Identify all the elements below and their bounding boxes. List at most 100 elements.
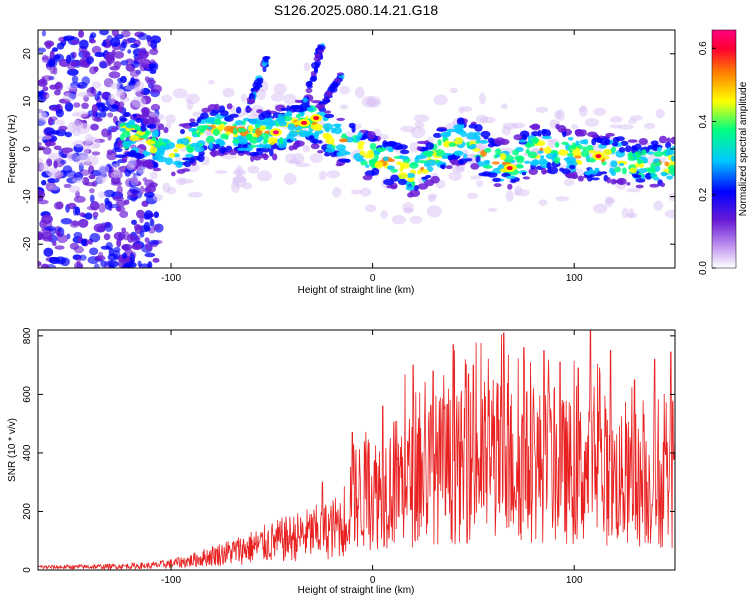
heatmap-cell: [456, 117, 465, 126]
heatmap-cell: [510, 122, 526, 129]
heatmap-cell: [121, 263, 132, 268]
heatmap-cell: [78, 39, 89, 50]
heatmap-cell: [605, 134, 610, 139]
heatmap-cell: [70, 61, 79, 67]
colorbar-tick-label: 0.4: [698, 114, 709, 128]
heatmap-cell: [424, 179, 435, 187]
heatmap-cell: [253, 79, 262, 86]
heatmap-cell: [501, 125, 512, 136]
heatmap-cell: [434, 149, 445, 157]
heatmap-cell: [330, 127, 336, 134]
heatmap-cell: [619, 162, 625, 166]
heatmap-cell: [78, 30, 85, 38]
heatmap-cell: [322, 123, 333, 131]
heatmap-cell: [105, 54, 115, 65]
heatmap-cell: [656, 146, 663, 152]
heatmap-cell: [153, 211, 160, 219]
heatmap-cell: [99, 110, 107, 118]
heatmap-cell: [41, 30, 47, 37]
heatmap-cell: [359, 150, 366, 156]
heatmap-cell: [188, 121, 199, 127]
heatmap-cell: [458, 106, 465, 114]
heatmap-cell: [66, 54, 72, 64]
heatmap-cell: [115, 154, 127, 159]
heatmap-cell: [514, 189, 530, 197]
heatmap-cell: [487, 207, 498, 212]
heatmap-cell: [593, 203, 608, 214]
heatmap-cell: [628, 118, 637, 124]
heatmap-cell: [448, 171, 462, 181]
heatmap-cell: [400, 149, 410, 155]
heatmap-cell: [618, 146, 626, 153]
heatmap-cell: [42, 86, 49, 92]
heatmap-cell: [313, 66, 318, 73]
heatmap-cell: [190, 142, 201, 148]
heatmap-peak: [506, 166, 513, 171]
heatmap-cell: [213, 139, 225, 144]
heatmap-cell: [541, 135, 552, 140]
heatmap-cell: [357, 131, 363, 139]
heatmap-cell: [260, 110, 272, 119]
heatmap-cell: [89, 247, 99, 256]
heatmap-cell: [149, 218, 155, 227]
heatmap-cell: [584, 170, 592, 176]
heatmap-cell: [112, 195, 125, 202]
heatmap-cell: [249, 144, 257, 149]
heatmap-cell: [100, 245, 111, 250]
heatmap-cell: [416, 169, 422, 175]
heatmap-cell: [332, 186, 342, 198]
heatmap-cell: [58, 125, 68, 131]
heatmap-cell: [77, 91, 94, 98]
heatmap-cell: [90, 123, 99, 131]
heatmap-cell: [537, 129, 542, 137]
heatmap-cell: [386, 146, 394, 152]
heatmap-cell: [577, 160, 583, 165]
heatmap-cell: [541, 167, 547, 175]
heatmap-cell: [660, 182, 666, 188]
heatmap-cell: [463, 153, 468, 160]
heatmap-cell: [143, 210, 154, 220]
heatmap-cell: [124, 151, 136, 157]
heatmap-cell: [128, 119, 136, 126]
heatmap-cell: [333, 126, 343, 135]
heatmap-cell: [653, 200, 664, 211]
heatmap-cell: [75, 111, 89, 118]
heatmap-cell: [108, 93, 116, 106]
heatmap-cell: [188, 127, 198, 132]
heatmap-cell: [109, 82, 121, 90]
heatmap-cell: [175, 161, 183, 168]
heatmap-cell: [172, 88, 188, 99]
heatmap-cell: [111, 104, 118, 110]
heatmap-cell: [371, 167, 380, 176]
heatmap-cell: [100, 260, 108, 268]
heatmap-cell: [42, 75, 53, 81]
heatmap-cell: [524, 143, 536, 147]
heatmap-cell: [168, 152, 176, 158]
heatmap-cell: [340, 135, 349, 139]
heatmap-cell: [309, 138, 319, 144]
heatmap-cell: [666, 137, 671, 144]
heatmap-cell: [437, 139, 442, 146]
heatmap-cell: [557, 124, 567, 133]
heatmap-cell: [527, 151, 538, 159]
heatmap-cell: [540, 155, 545, 160]
heatmap-cell: [362, 174, 373, 181]
heatmap-cell: [121, 227, 126, 234]
heatmap-peak: [272, 130, 279, 135]
heatmap-cell: [637, 158, 643, 165]
heatmap-cell: [535, 106, 549, 113]
y-tick-label: 600: [22, 386, 33, 403]
heatmap-cell: [68, 185, 81, 193]
heatmap-cell: [409, 161, 419, 169]
heatmap-cell: [40, 263, 50, 268]
heatmap-cell: [116, 185, 123, 195]
heatmap-cell: [129, 252, 136, 263]
y-tick-label: 400: [22, 444, 33, 461]
heatmap-cell: [317, 150, 324, 154]
heatmap-cell: [453, 150, 464, 157]
heatmap-cell: [654, 162, 662, 167]
heatmap-cell: [655, 108, 665, 119]
heatmap-cell: [326, 144, 333, 149]
y-tick-label: 0: [22, 567, 33, 573]
heatmap-cell: [305, 87, 313, 94]
